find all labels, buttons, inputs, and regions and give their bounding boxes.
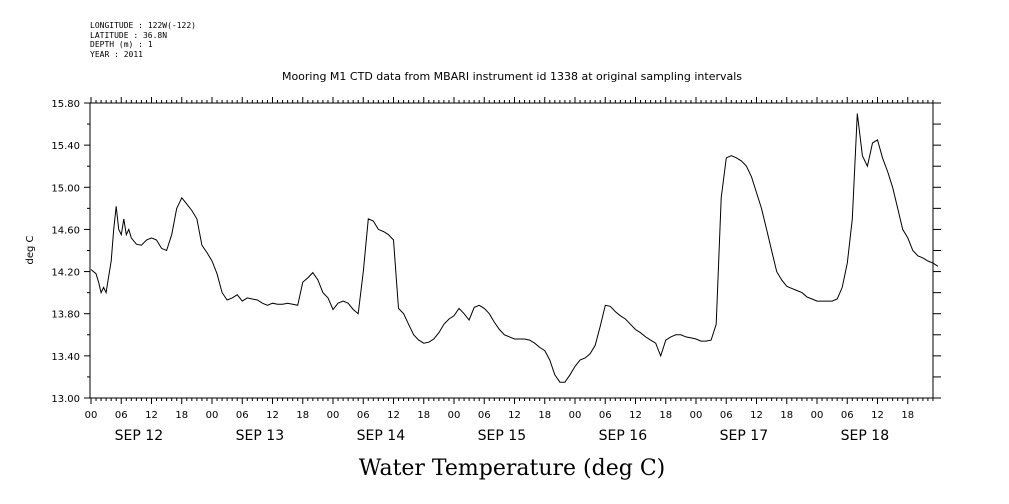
latitude-text: LATITUDE : 36.8N bbox=[90, 30, 168, 40]
water-temperature-line bbox=[90, 113, 939, 383]
plot-frame bbox=[89, 102, 934, 399]
x-tick-label: 06 bbox=[478, 410, 491, 421]
y-tick-labels: 13.00 13.40 13.80 14.20 14.60 15.00 15.40 15.80 bbox=[51, 99, 80, 405]
x-tick-label: 12 bbox=[750, 410, 763, 421]
day-labels: SEP 12 SEP 13 SEP 14 SEP 15 SEP 16 SEP 17 SEP … bbox=[115, 428, 889, 444]
day-label: SEP 13 bbox=[236, 428, 284, 444]
x-tick-label: 18 bbox=[659, 410, 672, 421]
y-tick-label: 14.60 bbox=[51, 225, 80, 236]
depth-text: DEPTH (m) : 1 bbox=[90, 40, 153, 49]
x-tick-label: 12 bbox=[508, 410, 521, 421]
x-tick-label: 00 bbox=[811, 410, 824, 421]
day-label: SEP 14 bbox=[357, 428, 406, 444]
longitude-text: LONGITUDE : 122W(-122) bbox=[90, 21, 196, 30]
x-tick-label: 00 bbox=[85, 410, 98, 421]
day-label: SEP 17 bbox=[720, 428, 768, 444]
day-label: SEP 12 bbox=[115, 428, 163, 444]
x-tick-label: 12 bbox=[387, 410, 400, 421]
x-tick-label: 18 bbox=[901, 410, 914, 421]
x-tick-label: 06 bbox=[841, 410, 854, 421]
x-axis-label: Water Temperature (deg C) bbox=[359, 456, 666, 481]
x-tick-label: 18 bbox=[175, 410, 188, 421]
x-tick-label: 12 bbox=[145, 410, 158, 421]
x-tick-label: 18 bbox=[538, 410, 551, 421]
y-tick-label: 13.00 bbox=[51, 394, 80, 405]
x-tick-label: 12 bbox=[629, 410, 642, 421]
x-tick-label: 18 bbox=[296, 410, 309, 421]
x-tick-label: 00 bbox=[690, 410, 703, 421]
x-tick-label: 00 bbox=[448, 410, 461, 421]
x-tick-label: 06 bbox=[720, 410, 733, 421]
y-tick-label: 15.40 bbox=[51, 141, 80, 152]
y-tick-label: 15.00 bbox=[51, 183, 80, 194]
y-tick-label: 14.20 bbox=[51, 268, 80, 279]
axis-ticks bbox=[84, 97, 941, 404]
chart-title: Mooring M1 CTD data from MBARI instrumen… bbox=[282, 70, 742, 83]
day-label: SEP 18 bbox=[841, 428, 889, 444]
day-label: SEP 15 bbox=[478, 428, 526, 444]
x-tick-label: 00 bbox=[206, 410, 219, 421]
x-tick-label: 06 bbox=[599, 410, 612, 421]
x-tick-label: 06 bbox=[236, 410, 249, 421]
x-tick-label: 12 bbox=[871, 410, 884, 421]
x-tick-labels: 00 06 12 18 00 06 12 18 00 06 12 18 00 06 12 18 00 06 12 18… bbox=[85, 410, 914, 421]
x-tick-label: 00 bbox=[569, 410, 582, 421]
year-text: YEAR : 2011 bbox=[90, 49, 143, 59]
x-tick-label: 00 bbox=[327, 410, 340, 421]
x-tick-label: 12 bbox=[266, 410, 279, 421]
x-tick-label: 06 bbox=[357, 410, 370, 421]
y-tick-label: 13.40 bbox=[51, 352, 80, 363]
x-tick-label: 18 bbox=[417, 410, 430, 421]
y-tick-label: 15.80 bbox=[51, 99, 80, 110]
x-tick-label: 06 bbox=[115, 410, 128, 421]
y-tick-label: 13.80 bbox=[51, 310, 80, 321]
day-label: SEP 16 bbox=[599, 428, 648, 444]
y-axis-label: deg C bbox=[25, 235, 36, 264]
metadata-block: LONGITUDE : 122W(-122) LATITUDE : 36.8N … bbox=[90, 21, 196, 59]
x-tick-label: 18 bbox=[780, 410, 793, 421]
